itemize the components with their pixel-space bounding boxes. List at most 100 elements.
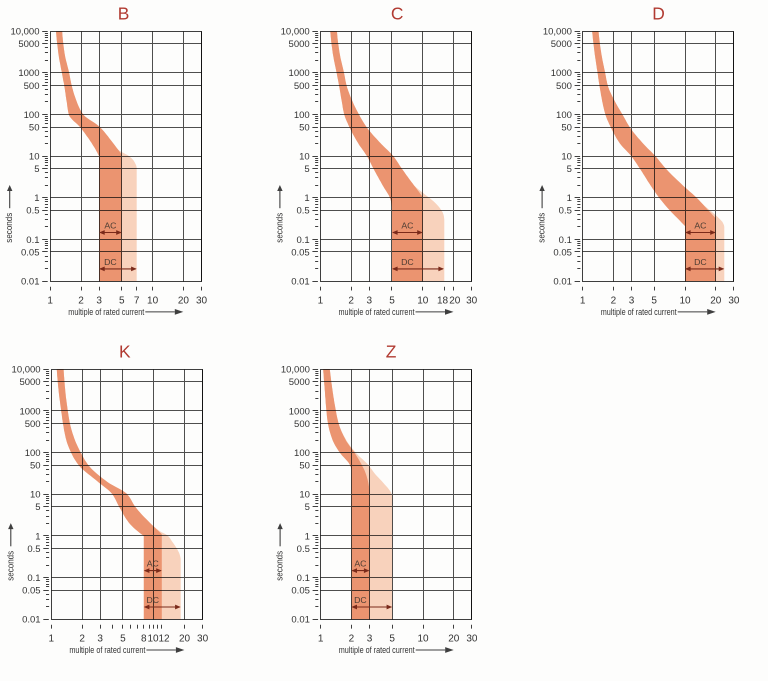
svg-text:0.05: 0.05 (553, 247, 572, 258)
svg-text:DC: DC (147, 595, 160, 605)
svg-text:8: 8 (141, 633, 147, 644)
svg-text:2: 2 (349, 633, 355, 644)
svg-text:multiple of rated current: multiple of rated current (68, 307, 144, 317)
svg-text:2: 2 (79, 633, 85, 644)
svg-text:2: 2 (78, 295, 84, 306)
svg-text:100: 100 (294, 110, 310, 121)
svg-text:1: 1 (49, 633, 55, 644)
svg-text:seconds: seconds (274, 212, 284, 242)
svg-text:1: 1 (318, 295, 324, 306)
svg-text:0.1: 0.1 (296, 235, 309, 246)
svg-text:5: 5 (34, 164, 39, 175)
svg-text:0.01: 0.01 (291, 615, 310, 626)
svg-text:100: 100 (556, 110, 572, 121)
svg-text:30: 30 (197, 633, 209, 644)
svg-text:10: 10 (147, 633, 159, 644)
svg-text:0.5: 0.5 (296, 206, 309, 217)
svg-text:1000: 1000 (551, 68, 572, 79)
svg-text:5000: 5000 (289, 39, 310, 50)
svg-text:50: 50 (299, 122, 310, 133)
svg-text:20: 20 (710, 295, 722, 306)
svg-text:seconds: seconds (5, 550, 15, 580)
svg-text:5: 5 (651, 295, 657, 306)
svg-text:0.1: 0.1 (26, 235, 39, 246)
svg-text:10,000: 10,000 (281, 27, 310, 38)
svg-text:20: 20 (179, 633, 191, 644)
svg-text:2: 2 (611, 295, 617, 306)
svg-text:500: 500 (294, 81, 310, 92)
svg-text:0.05: 0.05 (22, 586, 41, 597)
svg-text:D: D (652, 3, 665, 23)
svg-text:1000: 1000 (18, 68, 39, 79)
svg-text:0.01: 0.01 (22, 615, 41, 626)
svg-text:10,000: 10,000 (281, 365, 310, 376)
svg-text:10: 10 (30, 490, 41, 501)
svg-text:1: 1 (304, 193, 309, 204)
svg-text:3: 3 (367, 295, 373, 306)
svg-text:100: 100 (294, 448, 310, 459)
svg-text:1: 1 (47, 295, 53, 306)
svg-text:multiple of rated current: multiple of rated current (601, 307, 677, 317)
svg-text:500: 500 (25, 419, 41, 430)
svg-text:10: 10 (29, 152, 40, 163)
svg-text:100: 100 (24, 110, 40, 121)
svg-text:30: 30 (728, 295, 740, 306)
svg-text:30: 30 (466, 633, 478, 644)
svg-text:3: 3 (97, 633, 103, 644)
svg-text:1: 1 (318, 633, 324, 644)
svg-text:0.5: 0.5 (297, 544, 310, 555)
svg-text:DC: DC (401, 257, 414, 267)
svg-text:5000: 5000 (551, 39, 572, 50)
svg-text:0.1: 0.1 (559, 235, 572, 246)
svg-text:1: 1 (34, 193, 39, 204)
svg-text:10: 10 (561, 152, 572, 163)
svg-text:500: 500 (24, 81, 40, 92)
svg-text:Z: Z (386, 341, 397, 361)
svg-text:10,000: 10,000 (543, 27, 572, 38)
svg-text:5: 5 (120, 633, 126, 644)
svg-text:0.01: 0.01 (21, 277, 40, 288)
svg-text:10: 10 (417, 633, 429, 644)
svg-text:multiple of rated current: multiple of rated current (69, 645, 145, 655)
svg-text:1000: 1000 (289, 68, 310, 79)
svg-text:seconds: seconds (4, 212, 14, 242)
svg-text:5: 5 (119, 295, 125, 306)
svg-text:50: 50 (561, 122, 572, 133)
svg-text:50: 50 (299, 461, 310, 472)
svg-text:1: 1 (580, 295, 586, 306)
svg-text:AC: AC (694, 221, 706, 231)
svg-text:0.5: 0.5 (559, 206, 572, 217)
svg-text:500: 500 (294, 419, 310, 430)
svg-text:5: 5 (567, 164, 572, 175)
svg-text:10: 10 (417, 295, 429, 306)
svg-text:5: 5 (35, 502, 40, 513)
svg-text:AC: AC (401, 221, 413, 231)
svg-text:0.01: 0.01 (553, 277, 572, 288)
svg-text:0.1: 0.1 (27, 573, 40, 584)
svg-text:multiple of rated current: multiple of rated current (339, 645, 415, 655)
svg-text:10,000: 10,000 (10, 27, 39, 38)
svg-text:0.01: 0.01 (291, 277, 310, 288)
svg-text:5: 5 (389, 295, 395, 306)
svg-text:multiple of rated current: multiple of rated current (339, 307, 415, 317)
svg-text:12: 12 (158, 633, 170, 644)
svg-text:seconds: seconds (537, 212, 547, 242)
svg-text:10: 10 (299, 152, 310, 163)
svg-text:5: 5 (304, 164, 309, 175)
svg-text:10: 10 (679, 295, 691, 306)
svg-text:30: 30 (196, 295, 208, 306)
svg-text:AC: AC (104, 221, 116, 231)
svg-text:18: 18 (437, 295, 449, 306)
svg-text:50: 50 (29, 122, 40, 133)
svg-text:1000: 1000 (289, 406, 310, 417)
svg-text:AC: AC (147, 559, 159, 569)
svg-text:1: 1 (305, 531, 310, 542)
svg-text:1: 1 (35, 531, 40, 542)
svg-text:3: 3 (629, 295, 635, 306)
svg-text:K: K (119, 341, 131, 361)
svg-text:10: 10 (299, 490, 310, 501)
svg-text:50: 50 (30, 461, 41, 472)
svg-text:10: 10 (147, 295, 159, 306)
svg-text:0.5: 0.5 (27, 544, 40, 555)
svg-text:3: 3 (367, 633, 373, 644)
